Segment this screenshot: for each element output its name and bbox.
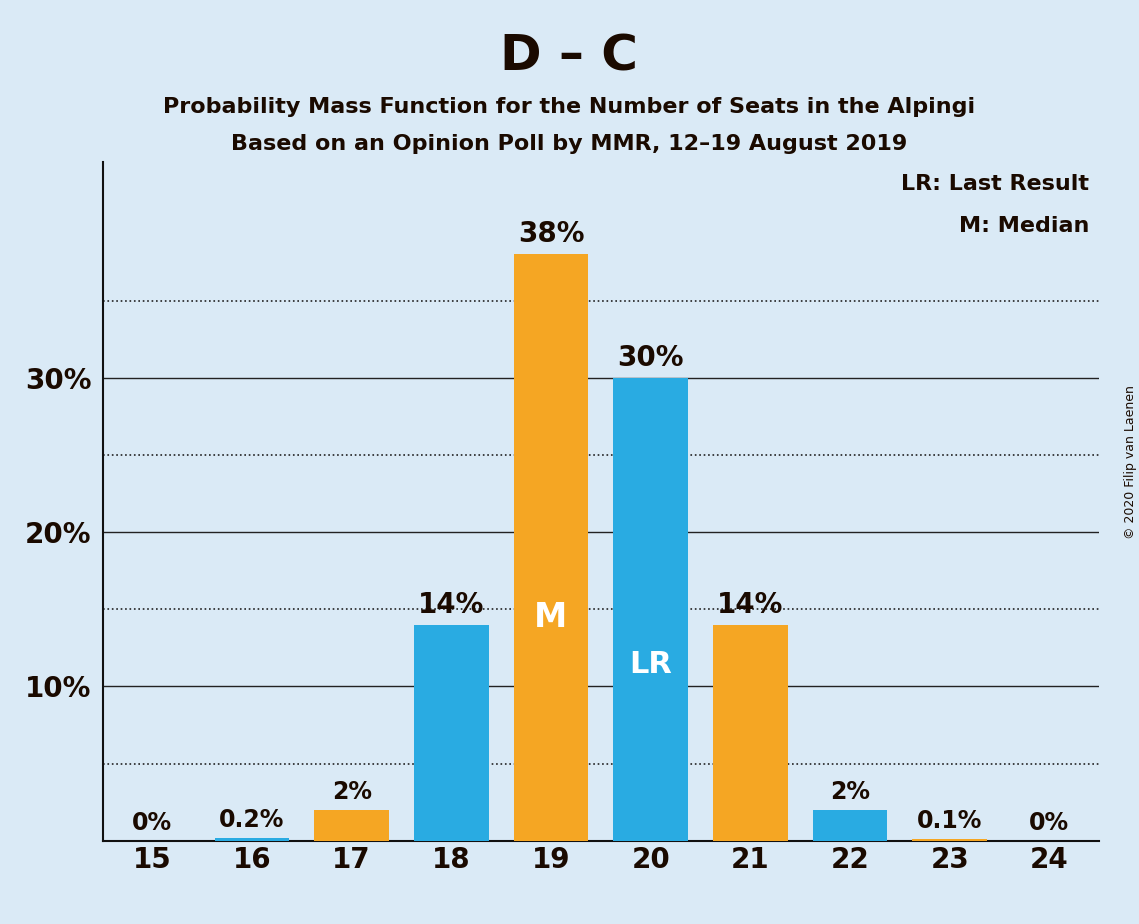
Text: 0.1%: 0.1%: [917, 809, 982, 833]
Text: 38%: 38%: [518, 220, 584, 249]
Bar: [514, 254, 589, 841]
Text: M: M: [534, 602, 567, 635]
Text: LR: Last Result: LR: Last Result: [901, 174, 1089, 194]
Text: Probability Mass Function for the Number of Seats in the Alpingi: Probability Mass Function for the Number…: [163, 97, 976, 117]
Bar: [613, 378, 688, 841]
Text: M: Median: M: Median: [959, 215, 1089, 236]
Text: Based on an Opinion Poll by MMR, 12–19 August 2019: Based on an Opinion Poll by MMR, 12–19 A…: [231, 134, 908, 154]
Text: D – C: D – C: [500, 32, 639, 80]
Text: 2%: 2%: [830, 780, 870, 804]
Bar: [713, 625, 788, 841]
Text: LR: LR: [629, 650, 672, 679]
Text: 14%: 14%: [718, 590, 784, 618]
Bar: [413, 625, 489, 841]
Text: 0%: 0%: [132, 810, 172, 834]
Bar: [812, 810, 887, 841]
Bar: [912, 839, 988, 841]
Text: 0%: 0%: [1030, 810, 1070, 834]
Text: 2%: 2%: [331, 780, 371, 804]
Bar: [214, 838, 289, 841]
Text: 30%: 30%: [617, 344, 683, 371]
Bar: [314, 810, 390, 841]
Text: © 2020 Filip van Laenen: © 2020 Filip van Laenen: [1124, 385, 1137, 539]
Text: 14%: 14%: [418, 590, 484, 618]
Text: 0.2%: 0.2%: [220, 808, 285, 832]
